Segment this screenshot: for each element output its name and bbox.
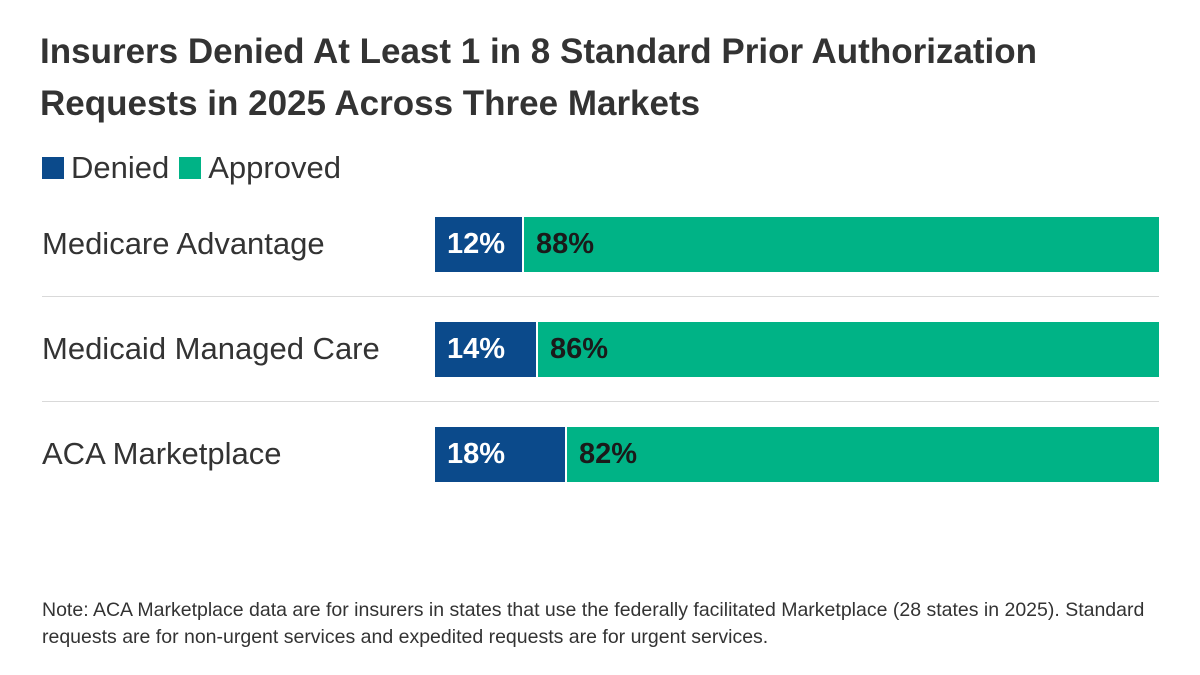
legend-swatch-denied	[42, 157, 64, 179]
data-label-approved-medicare-advantage: 88%	[536, 228, 595, 260]
data-label-approved-aca-marketplace: 82%	[579, 438, 638, 470]
legend-label-denied: Denied	[71, 150, 170, 185]
data-label-denied-medicare-advantage: 12%	[447, 228, 506, 260]
legend-swatch-approved	[179, 157, 202, 179]
chart-note: Note: ACA Marketplace data are for insur…	[42, 599, 1145, 648]
category-label-aca-marketplace: ACA Marketplace	[42, 436, 282, 471]
data-label-denied-aca-marketplace: 18%	[447, 438, 506, 470]
legend-item-approved: Approved	[179, 150, 341, 186]
bar-denied-medicaid-managed-care: 14%	[435, 322, 536, 377]
data-label-approved-medicaid-managed-care: 86%	[550, 333, 609, 365]
legend-label-approved: Approved	[208, 150, 341, 185]
data-label-denied-medicaid-managed-care: 14%	[447, 333, 506, 365]
chart-title: Insurers Denied At Least 1 in 8 Standard…	[40, 32, 1038, 123]
category-label-medicare-advantage: Medicare Advantage	[42, 226, 325, 261]
bar-approved-medicaid-managed-care: 86%	[536, 322, 1159, 377]
bar-row-aca-marketplace: 18% 82%	[435, 427, 1159, 482]
bar-denied-medicare-advantage: 12%	[435, 217, 522, 272]
legend-item-denied: Denied	[42, 150, 169, 186]
bar-denied-aca-marketplace: 18%	[435, 427, 565, 482]
row-divider	[42, 401, 1159, 402]
row-divider	[42, 296, 1159, 297]
bar-approved-aca-marketplace: 82%	[565, 427, 1159, 482]
category-label-medicaid-managed-care: Medicaid Managed Care	[42, 331, 380, 366]
bar-approved-medicare-advantage: 88%	[522, 217, 1159, 272]
chart-legend: Denied Approved	[42, 150, 351, 186]
bar-row-medicaid-managed-care: 14% 86%	[435, 322, 1159, 377]
bar-row-medicare-advantage: 12% 88%	[435, 217, 1159, 272]
